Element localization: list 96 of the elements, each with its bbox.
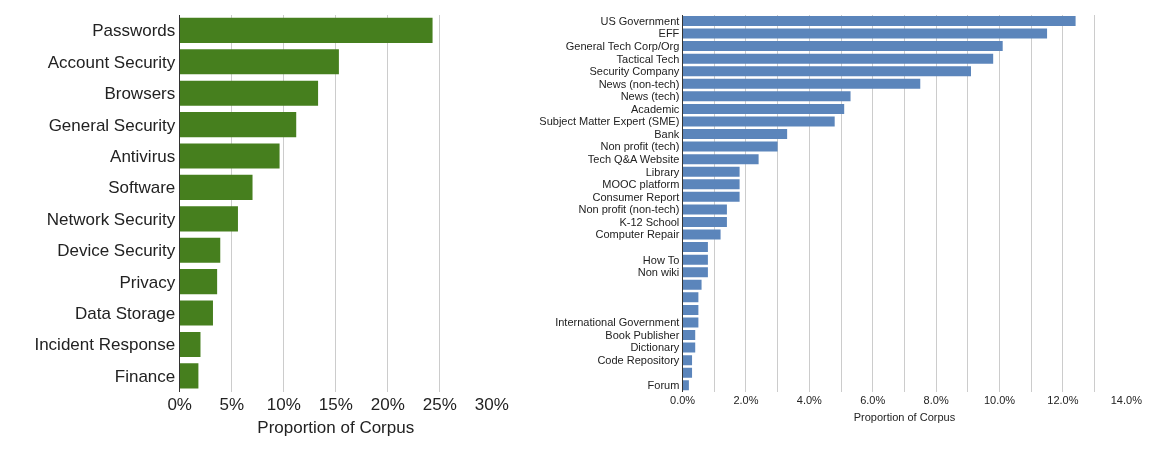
y-tick-label: Non wiki [637,266,680,279]
y-tick-label: News (tech) [620,90,680,103]
y-tick-label: Consumer Report [592,190,680,203]
x-tick-label: 0% [167,394,192,414]
x-tick-label: 4.0% [796,393,823,406]
bar [682,129,788,140]
bar [682,216,727,227]
y-tick-label: News (non-tech) [598,77,680,90]
y-tick-label: General Security [48,115,176,135]
bar [682,330,696,341]
y-tick-label: Software [108,178,176,198]
bar [179,49,339,75]
bar [682,304,699,315]
y-tick-label: Data Storage [75,304,176,323]
y-tick-label: Tech Q&A Website [587,153,680,166]
y-tick-label: Network Security [46,209,176,229]
bar [682,91,851,102]
y-tick-label: Tactical Tech [616,52,680,65]
y-tick-label: Code Repository [597,354,680,366]
bar [682,66,971,77]
bar [682,380,689,391]
bar [682,28,1048,39]
bar [682,342,696,353]
bar [682,166,740,177]
bar [682,116,835,127]
bar [682,355,693,366]
bar [179,331,201,358]
bar [682,367,693,378]
y-tick-label: Subject Matter Expert (SME) [539,115,680,128]
y-tick-label: Computer Repair [595,228,680,241]
y-tick-label: Library [645,165,680,178]
y-tick-label: International Government [555,316,680,329]
bar [179,174,253,200]
y-tick-label: MOOC platform [602,178,680,191]
bar [179,237,221,263]
bar [682,279,702,290]
x-tick-label: 5% [219,394,244,414]
x-tick-label: 10.0% [983,393,1016,406]
bar [179,112,297,138]
bar [179,17,433,43]
y-tick-label: Passwords [92,21,176,41]
y-tick-label: Privacy [119,272,176,292]
x-tick-label: 0.0% [670,393,696,406]
bar [682,53,994,64]
x-tick-label: 25% [422,394,457,414]
bar [179,206,238,232]
bar [682,254,708,265]
y-tick-label: Browsers [104,84,176,104]
x-axis-title: Proportion of Corpus [853,410,956,423]
bar [179,300,213,326]
y-tick-label: Dictionary [630,341,680,354]
y-tick-label: Book Publisher [605,328,680,341]
bar [682,242,708,253]
bar [682,103,845,114]
y-tick-label: Finance [114,366,176,386]
bar [682,317,699,328]
x-tick-label: 14.0% [1110,393,1143,406]
bar [682,41,1003,52]
x-tick-label: 12.0% [1047,393,1079,406]
bar [179,363,199,389]
y-tick-label: Account Security [47,52,176,72]
y-tick-label: How To [642,253,680,266]
x-tick-label: 30% [474,394,509,414]
bar [179,143,280,169]
y-tick-label: Forum [647,379,680,392]
bar [682,292,699,303]
y-tick-label: K-12 School [619,215,680,228]
bar [682,204,727,215]
bar [682,191,740,202]
x-tick-label: 2.0% [733,393,759,406]
x-tick-label: 15% [318,394,353,414]
y-tick-label: Security Company [589,65,680,78]
bar [179,269,218,295]
bar [179,80,319,106]
bar [682,154,759,165]
bar [682,141,778,152]
y-tick-label: Bank [654,127,680,140]
bar [682,229,721,240]
bar [682,179,740,190]
y-tick-label: Non profit (tech) [600,140,680,153]
y-tick-label: EFF [658,27,680,40]
bar [682,78,921,89]
x-tick-label: 20% [370,394,405,414]
y-tick-label: Device Security [57,241,176,261]
bar [682,267,708,278]
x-tick-label: 8.0% [923,393,949,406]
y-tick-label: Academic [631,102,680,115]
y-tick-label: Incident Response [34,335,176,355]
y-tick-label: US Government [600,14,680,27]
x-axis-title: Proportion of Corpus [257,417,415,437]
y-tick-label: General Tech Corp/Org [565,39,680,52]
bar [682,15,1076,26]
x-tick-label: 6.0% [860,393,886,406]
y-tick-label: Non profit (non-tech) [578,203,680,216]
y-tick-label: Antivirus [110,146,176,166]
x-tick-label: 10% [266,394,301,414]
